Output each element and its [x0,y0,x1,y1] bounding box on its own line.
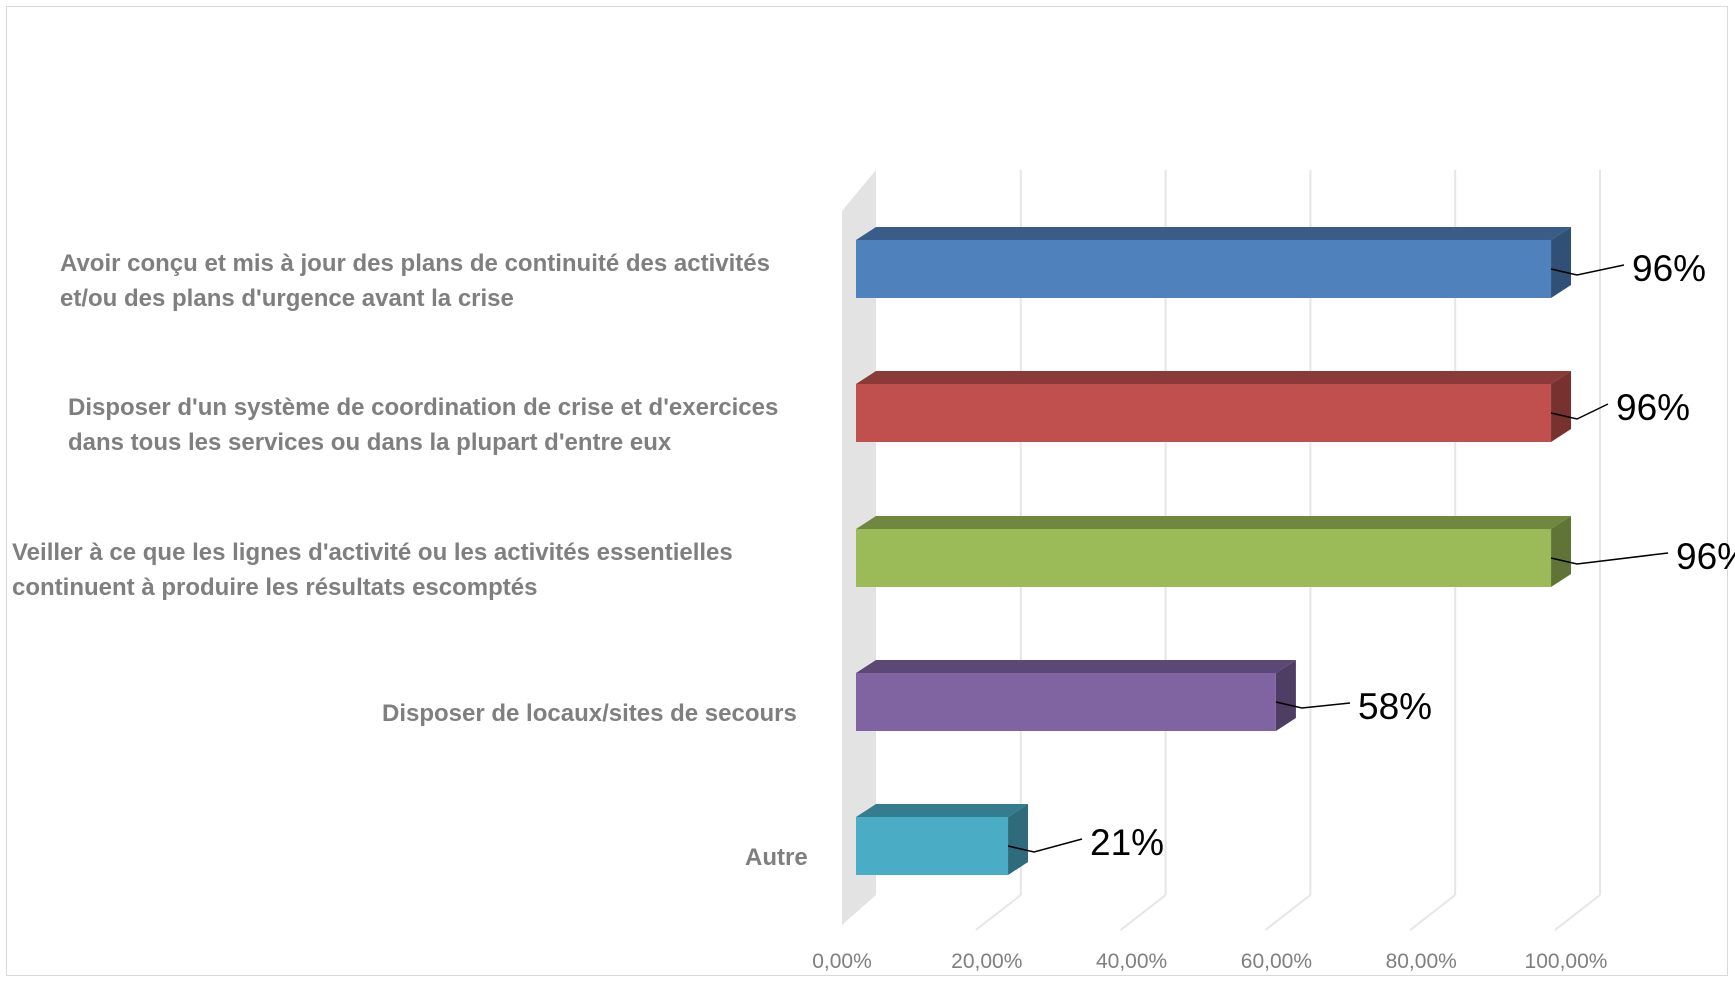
bar-top-face [856,660,1296,673]
gridline-floor [975,894,1022,931]
bar-top-face [856,371,1572,384]
bar-front-face [856,529,1552,587]
bar-top-face [856,227,1572,240]
category-label-line: Disposer d'un système de coordination de… [68,394,779,421]
category-label-line: Veiller à ce que les lignes d'activité o… [12,539,733,566]
gridline-floor [1119,894,1167,931]
data-label: 96% [1632,248,1706,289]
bar-side-face [1551,227,1572,298]
bar-3: 96% [856,516,1735,587]
bar-front-face [856,673,1276,731]
category-label: Autre [745,840,808,875]
category-label: Disposer d'un système de coordination de… [68,390,778,460]
bar-1: 96% [856,227,1706,298]
category-label-line: et/ou des plans d'urgence avant la crise [60,285,514,312]
leader-line [1550,552,1669,565]
gridline-floor [1409,894,1456,931]
bar-side-face [1551,371,1572,442]
leader-line [1550,264,1625,276]
bar-top-face [856,516,1572,529]
category-label-line: continuent à produire les résultats esco… [12,574,538,601]
bar-side-face [1008,804,1029,875]
data-label: 21% [1090,822,1164,863]
x-tick-label: 0,00% [812,950,872,973]
x-tick-label: 60,00% [1241,950,1312,973]
gridline-floor [1554,894,1601,931]
data-label: 96% [1616,387,1690,428]
gridline-floor [1264,894,1312,931]
x-tick-label: 20,00% [951,950,1022,973]
category-label: Disposer de locaux/sites de secours [382,696,797,731]
category-label-line: dans tous les services ou dans la plupar… [68,429,672,456]
bar-front-face [856,384,1552,442]
category-label-line: Autre [745,844,808,871]
bar-front-face [856,817,1009,875]
bar-5: 21% [856,804,1164,875]
leader-line [1550,403,1609,420]
bar-top-face [856,804,1029,817]
leader-line [1275,701,1351,709]
bar-side-face [1551,516,1572,587]
category-label-line: Disposer de locaux/sites de secours [382,700,797,727]
category-label-line: Avoir conçu et mis à jour des plans de c… [60,250,770,277]
x-tick-label: 80,00% [1386,950,1457,973]
category-label: Avoir conçu et mis à jour des plans de c… [60,246,770,316]
bar-side-face [1275,660,1296,731]
x-tick-label: 40,00% [1096,950,1167,973]
category-label: Veiller à ce que les lignes d'activité o… [12,535,733,605]
data-label: 58% [1358,686,1432,727]
bar-front-face [856,240,1552,298]
bar-4: 58% [856,660,1432,731]
data-label: 96% [1676,536,1735,577]
leader-line [1007,838,1083,853]
bar-2: 96% [856,371,1690,442]
x-tick-label: 100,00% [1525,950,1608,973]
